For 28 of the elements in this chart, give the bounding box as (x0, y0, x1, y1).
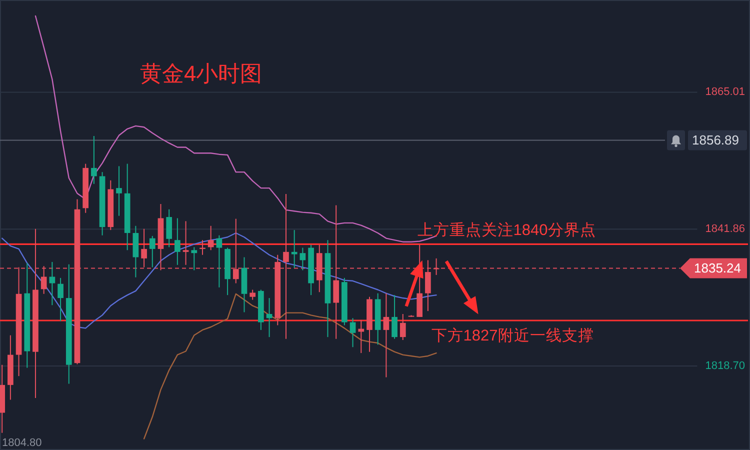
candlestick (149, 235, 156, 268)
annotation: 下方1827附近一线支撑 (431, 326, 594, 344)
candlestick (250, 289, 256, 300)
candlestick (174, 218, 180, 266)
candlestick (383, 292, 390, 378)
candlestick (49, 261, 56, 306)
candlestick (191, 246, 198, 271)
candlestick (91, 136, 97, 184)
candlestick (400, 313, 406, 341)
ref-line-label: 1835.24 (694, 260, 741, 276)
candlestick (300, 247, 306, 271)
candlestick (116, 166, 122, 216)
candlestick (392, 294, 398, 340)
text: 黄金4小时图 (140, 61, 262, 86)
ref-line-label: 1856.89 (692, 132, 739, 148)
annotation: 上方重点关注1840分界点 (417, 221, 596, 240)
candlestick (208, 225, 214, 251)
candlestick (58, 277, 64, 322)
y-tick-label: 1865.01 (705, 86, 745, 98)
annotation: 1804.80 (2, 437, 42, 449)
candlestick (182, 220, 189, 266)
y-tick-label: 1841.86 (705, 223, 745, 236)
candlestick (266, 298, 272, 338)
candlestick (350, 318, 356, 348)
candlestick (216, 234, 222, 288)
y-tick-label: 1818.70 (705, 360, 745, 372)
candlestick (291, 230, 298, 268)
candlestick (166, 208, 172, 248)
